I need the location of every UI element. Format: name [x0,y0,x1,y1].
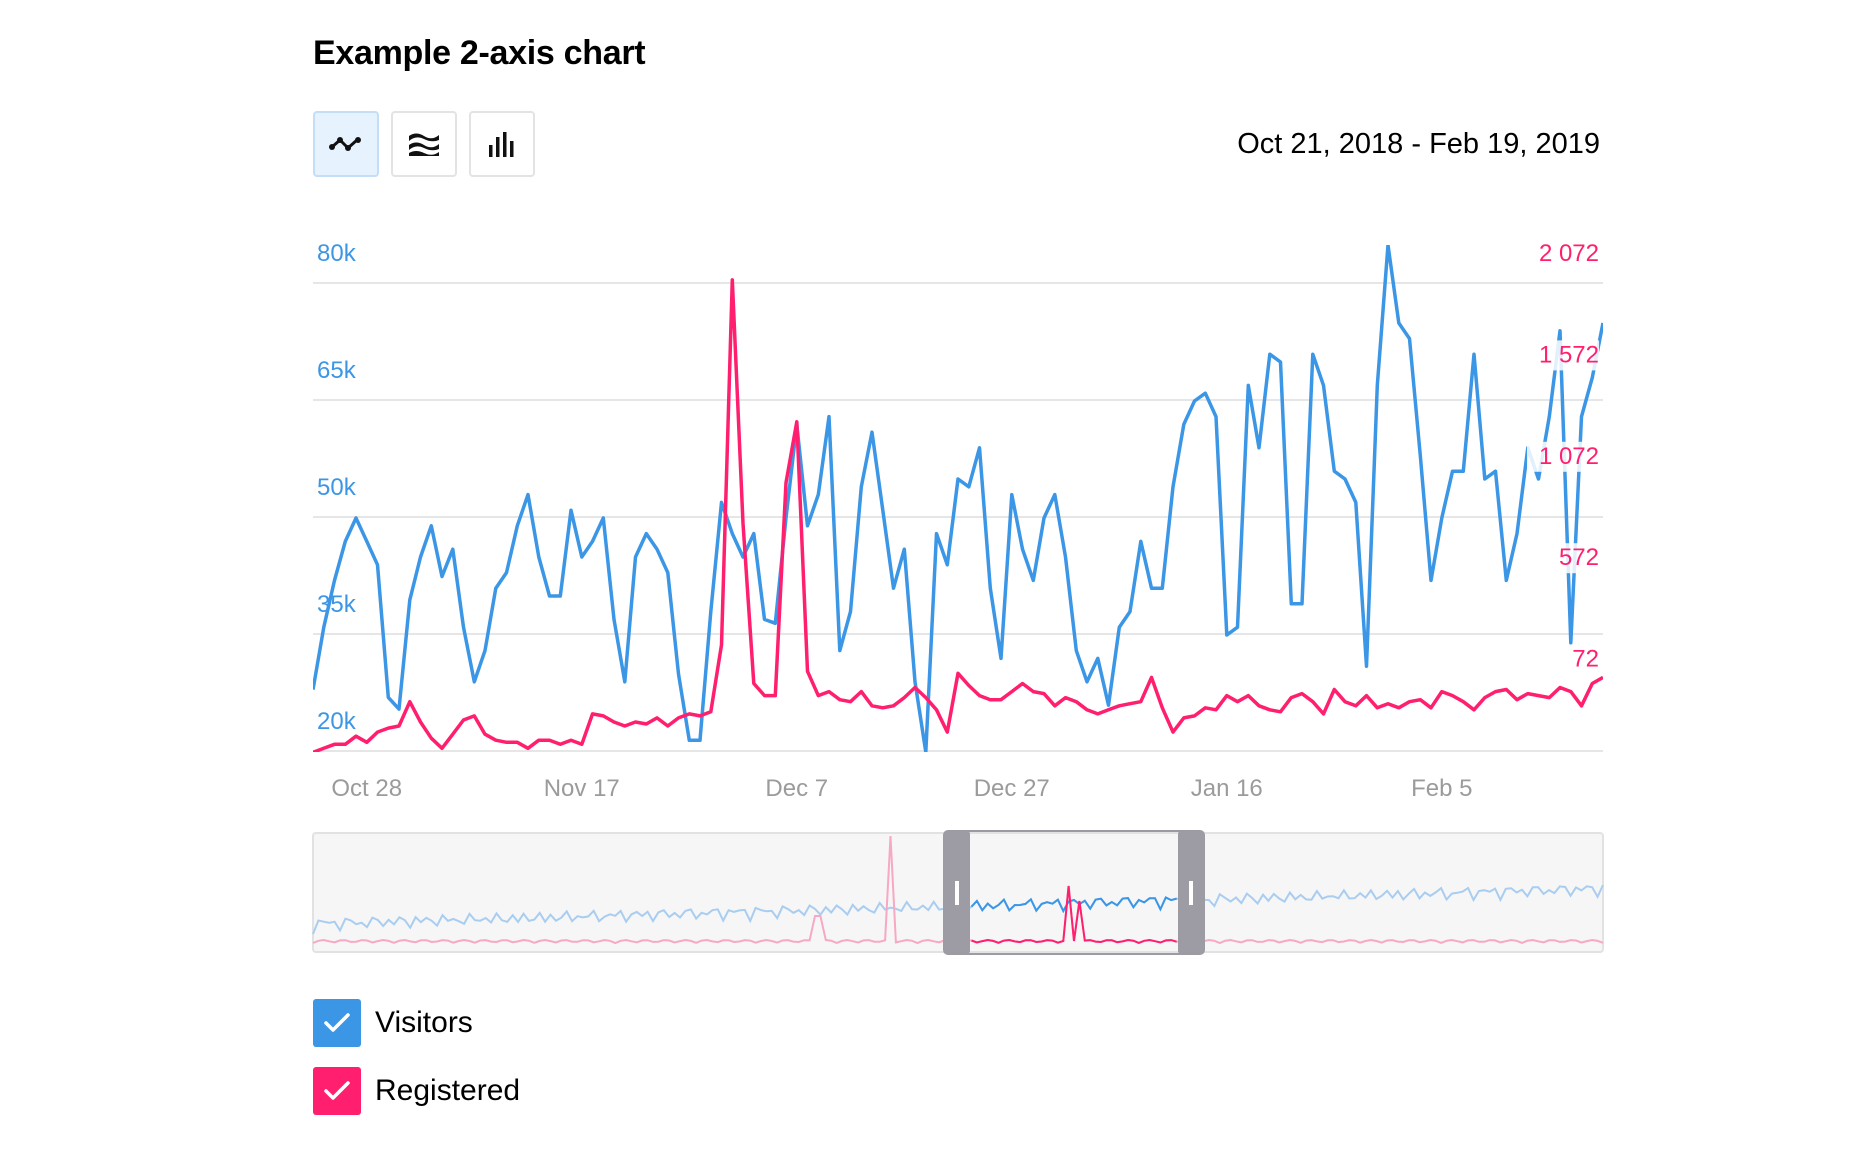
check-icon [324,1081,350,1100]
y-right-tick-label: 1 072 [1539,443,1599,470]
y-right-tick-bg [1527,340,1599,371]
chart-svg: 20k 35k 50k 65k 80k 72 572 1 072 1 572 2 072 Oct 2… [312,239,1604,955]
area-chart-icon [409,133,439,156]
bar-chart-icon [489,132,514,157]
y-right-tick-bg [1527,441,1599,472]
y-right-tick-label: 2 072 [1539,240,1599,267]
legend-item-visitors[interactable]: Visitors [313,999,473,1047]
date-range-label: Oct 21, 2018 - Feb 19, 2019 [1237,128,1600,160]
x-tick-label: Dec 27 [974,775,1050,802]
navigator-left-grip [955,881,959,905]
navigator-window-visitors-line [970,896,1177,914]
x-tick-label: Nov 17 [544,775,620,802]
legend-label-registered: Registered [375,1074,521,1107]
visitors-checkbox[interactable] [313,999,361,1047]
y-right-tick-label: 72 [1572,646,1599,673]
x-tick-label: Jan 16 [1191,775,1263,802]
x-tick-label: Feb 5 [1411,775,1472,802]
y-right-tick-label: 1 572 [1539,341,1599,368]
check-icon [324,1013,350,1032]
y-left-tick-label: 80k [317,240,357,267]
legend-label-visitors: Visitors [375,1006,473,1039]
navigator-window-registered-line [971,885,1177,944]
y-right-tick-bg [1527,644,1599,675]
y-left-tick-label: 65k [317,357,357,384]
x-tick-label: Dec 7 [765,775,828,802]
line-chart-button[interactable] [313,111,379,177]
y-left-tick-label: 35k [317,591,357,618]
line-chart-icon [329,137,361,151]
chart-title: Example 2-axis chart [313,34,646,72]
bar-chart-button[interactable] [469,111,535,177]
y-right-tick-label: 572 [1559,544,1599,571]
legend-item-registered[interactable]: Registered [313,1067,520,1115]
area-chart-button[interactable] [391,111,457,177]
y-left-tick-label: 20k [317,708,357,735]
y-right-tick-bg [1527,543,1599,574]
x-tick-label: Oct 28 [331,775,402,802]
registered-checkbox[interactable] [313,1067,361,1115]
y-right-tick-bg [1527,239,1599,269]
navigator-right-grip [1189,881,1193,905]
y-left-tick-label: 50k [317,474,357,501]
visitors-series-line [313,245,1603,752]
plot-series [313,245,1603,752]
registered-series-line [313,278,1603,752]
